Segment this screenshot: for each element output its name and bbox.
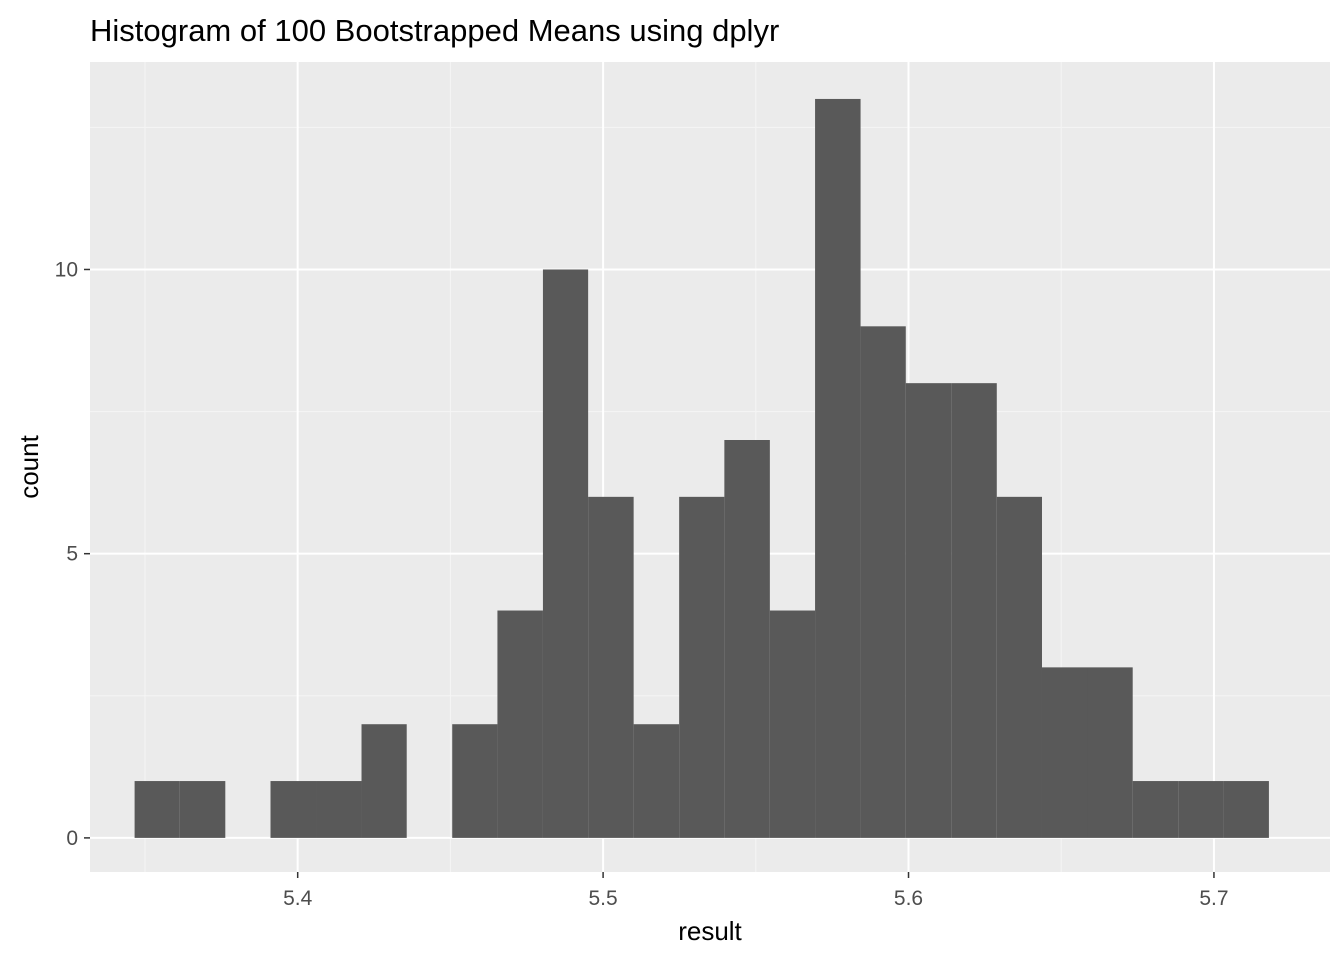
- histogram-bar: [497, 610, 543, 838]
- histogram-bar: [361, 724, 407, 838]
- histogram-bar: [1178, 781, 1224, 838]
- histogram-bar: [1223, 781, 1269, 838]
- chart-title: Histogram of 100 Bootstrapped Means usin…: [90, 13, 779, 48]
- histogram-bar: [542, 269, 589, 838]
- histogram-bar: [1132, 781, 1179, 838]
- histogram-bar: [452, 724, 498, 838]
- y-tick-label: 10: [55, 258, 78, 281]
- histogram-bar: [270, 781, 317, 838]
- y-axis-title: count: [14, 434, 44, 498]
- x-axis: 5.4 5.5 5.6 5.7: [283, 872, 1229, 910]
- x-tick-label: 5.6: [894, 887, 923, 910]
- histogram-bar: [316, 781, 362, 838]
- y-tick-label: 0: [66, 827, 78, 850]
- x-tick-label: 5.7: [1199, 887, 1228, 910]
- histogram-bar: [134, 781, 180, 838]
- histogram-bar: [769, 610, 816, 838]
- histogram-bar: [905, 383, 952, 838]
- y-tick-label: 5: [66, 543, 78, 566]
- histogram-bar: [724, 440, 770, 838]
- histogram-bar: [996, 496, 1042, 838]
- histogram-bar: [951, 383, 997, 838]
- y-axis: 0 5 10: [55, 258, 90, 850]
- x-axis-title: result: [678, 916, 742, 946]
- histogram-bar: [815, 98, 861, 838]
- histogram-bar: [179, 781, 226, 838]
- histogram-bar: [860, 326, 906, 838]
- histogram-bar: [633, 724, 680, 838]
- x-tick-label: 5.4: [283, 887, 313, 910]
- histogram-bar: [679, 496, 725, 838]
- histogram-bar: [1041, 667, 1088, 838]
- histogram-bar: [588, 496, 634, 838]
- histogram-bar: [1087, 667, 1133, 838]
- x-tick-label: 5.5: [589, 887, 618, 910]
- histogram-bars: [134, 98, 1269, 838]
